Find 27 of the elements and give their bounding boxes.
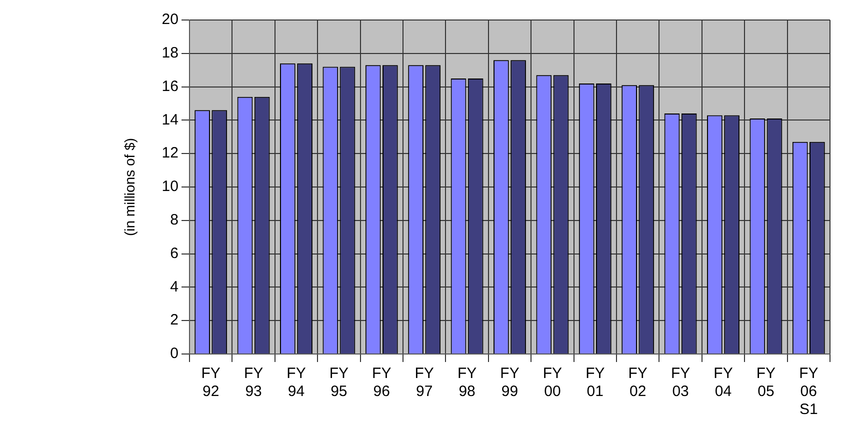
y-tick-label: 14: [162, 111, 178, 128]
y-tick-label: 12: [162, 144, 178, 162]
x-tick-label: FY 05: [756, 365, 776, 400]
x-tick-label: FY 04: [714, 365, 733, 400]
y-tick-label: 4: [170, 278, 178, 296]
x-tick-label: FY 99: [500, 365, 520, 400]
x-tick-label: FY 94: [286, 365, 306, 400]
y-axis-title: (in millions of $): [121, 138, 138, 236]
x-tick-label: FY 06 S1: [799, 365, 818, 418]
y-tick-label: 20: [162, 11, 178, 28]
x-tick-label: FY 98: [457, 365, 477, 400]
y-tick-label: 2: [170, 312, 178, 329]
x-tick-label: FY 02: [628, 365, 648, 400]
y-tick-label: 10: [162, 178, 178, 196]
y-tick-label: 8: [170, 212, 178, 229]
y-tick-label: 0: [170, 345, 178, 362]
y-tick-label: 18: [162, 44, 178, 62]
x-tick-label: FY 03: [670, 365, 690, 400]
x-tick-label: FY 01: [586, 365, 605, 400]
x-tick-label: FY 95: [329, 365, 349, 400]
y-tick-label: 16: [162, 78, 178, 95]
x-tick-label: FY 96: [372, 365, 392, 400]
x-tick-label: FY 97: [414, 365, 434, 400]
x-tick-label: FY 93: [244, 365, 264, 400]
x-tick-label: FY 92: [201, 365, 220, 400]
y-tick-label: 6: [170, 244, 178, 262]
x-tick-label: FY 00: [542, 365, 562, 400]
